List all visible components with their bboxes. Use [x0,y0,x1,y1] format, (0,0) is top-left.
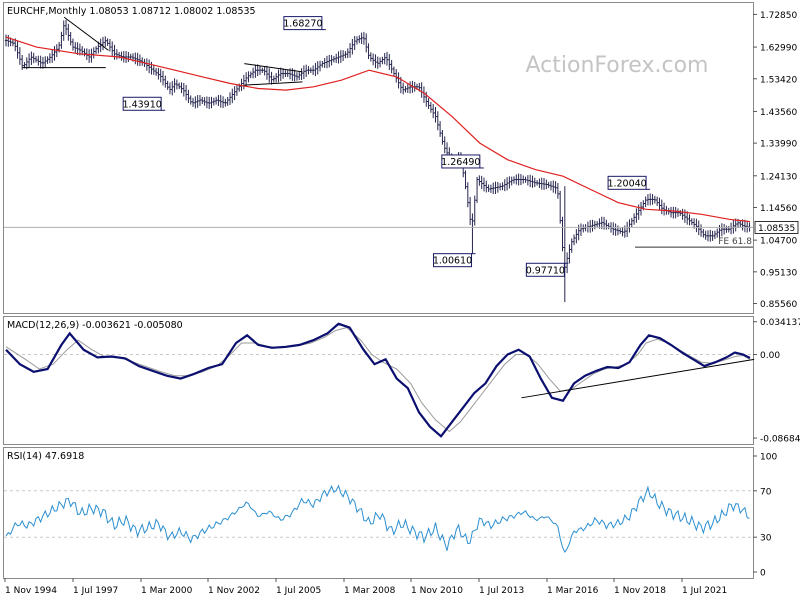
x-tick-label: 1 Nov 1994 [5,586,57,596]
price-y-tick-label: 1.14560 [760,204,797,214]
macd-panel-title: MACD(12,26,9) -0.003621 -0.005080 [7,320,183,331]
rsi-panel-title: RSI(14) 47.6918 [7,451,84,462]
swing-label-box [122,96,162,111]
x-tick-label: 1 Jul 1997 [73,586,118,596]
macd-trendline [521,358,755,399]
macd-y-tick-label: 0.00 [760,351,780,361]
rsi-layer [4,484,753,554]
x-tick-label: 1 Mar 2000 [141,586,193,596]
swing-label-box [283,16,323,31]
swing-label-box [525,262,565,277]
x-tick-label: 1 Nov 2002 [208,586,260,596]
swing-label-text: 0.97710 [526,265,565,276]
price-y-tick-label: 0.85560 [760,300,797,310]
swing-label-text: 1.26490 [441,157,480,168]
macd-y-tick-label: -0.086849 [760,435,800,445]
price-y-tick-label: 1.24130 [760,172,797,182]
swing-label-text: 1.20040 [607,178,646,189]
rsi-y-tick-label: 30 [760,534,772,544]
macd-signal-line [5,327,751,433]
price-y-tick-label: 1.04700 [760,237,797,247]
swing-label-text: 1.00610 [433,256,472,267]
x-tick-label: 1 Jul 2021 [682,586,727,596]
price-panel-frame [3,2,754,314]
fe-level-label: FE 61.8 [718,237,752,247]
macd-layer [4,322,755,438]
macd-line [5,322,751,438]
axis-layer: 1.08535 1.72850 1.62990 1.53420 1.43560 1.339… [4,11,800,596]
swing-label-text: 1.43910 [123,99,162,110]
x-tick-label: 1 Mar 2008 [344,586,396,596]
rsi-y-tick-label: 100 [760,453,777,463]
price-y-tick-label: 1.43560 [760,108,797,118]
price-y-tick-label: 1.33990 [760,140,797,150]
x-tick-label: 1 Nov 2018 [614,586,666,596]
rsi-y-tick-label: 70 [760,487,772,497]
price-y-tick-label: 1.72850 [760,11,797,21]
swing-label-text: 1.68270 [283,19,322,30]
current-price-label: 1.08535 [758,224,795,234]
price-trendline [63,16,109,51]
macd-panel-frame [3,316,754,445]
x-tick-label: 1 Mar 2016 [547,586,599,596]
x-tick-label: 1 Nov 2010 [411,586,463,596]
x-tick-label: 1 Jul 2005 [276,586,321,596]
price-trendline [244,63,303,73]
swing-label-box [433,253,473,268]
rsi-y-tick-label: 0 [760,569,766,579]
price-panel-title: EURCHF,Monthly 1.08053 1.08712 1.08002 1… [7,6,256,17]
price-y-tick-label: 1.53420 [760,75,797,85]
swing-label-box [441,154,481,169]
price-y-tick-label: 1.62990 [760,44,797,54]
x-tick-label: 1 Jul 2013 [479,586,524,596]
macd-y-tick-label: 0.034137 [760,318,800,328]
current-price-tag [754,221,799,234]
price-layer: FE 61.8 1.68270 1.43910 1.26490 1.20040 1.006… [4,16,753,303]
watermark: ActionForex.com [526,53,709,78]
rsi-panel-frame [3,447,754,579]
swing-label-box [607,175,647,190]
price-trendline [244,81,303,86]
rsi-line [5,484,750,554]
price-y-tick-label: 0.95130 [760,268,797,278]
moving-average-line [5,36,751,223]
